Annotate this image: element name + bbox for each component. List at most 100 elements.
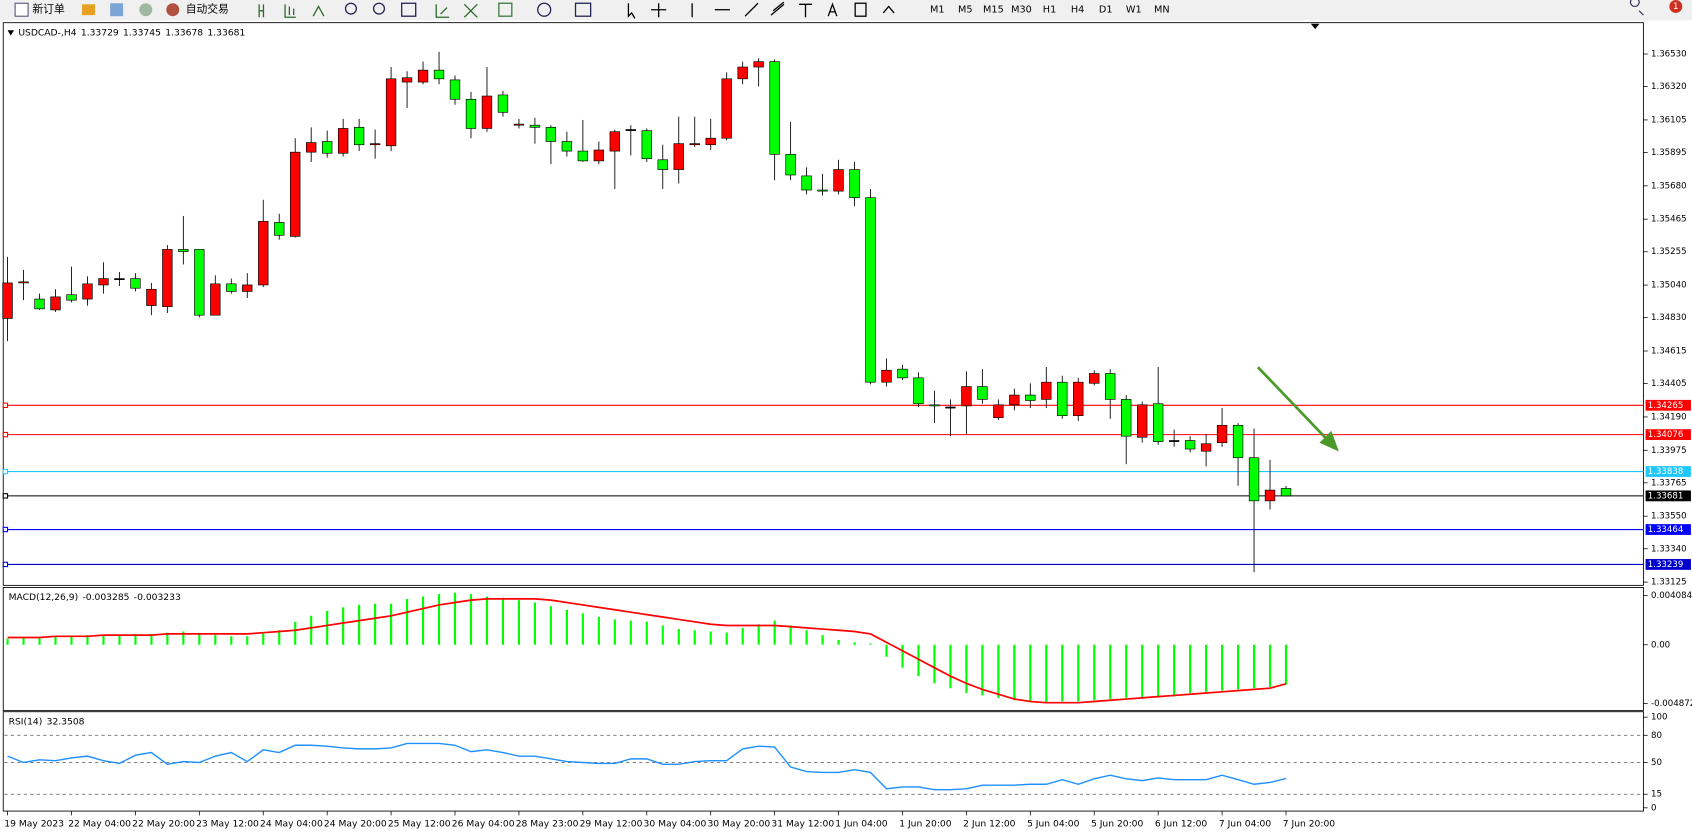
x-tick-label: 22 May 20:00 [132, 819, 195, 830]
timeframe-button[interactable]: M5 [958, 5, 973, 16]
y-tick-label: 1.33340 [1651, 544, 1687, 554]
candle-body [1057, 381, 1068, 417]
rsi-line [7, 742, 1287, 791]
candle-body [306, 142, 317, 153]
x-tick-label: 19 May 2023 [4, 819, 64, 830]
candle-body [1041, 381, 1052, 400]
new-order-icon[interactable] [14, 2, 29, 17]
notification-badge[interactable] [1669, 0, 1683, 13]
legend-value: 1.33745 [123, 27, 161, 38]
candle-body [385, 78, 397, 147]
level-label-bg [1645, 466, 1691, 477]
level-handle [2, 561, 9, 568]
icon[interactable] [284, 4, 296, 18]
text-icon[interactable] [827, 2, 838, 17]
candle-body [258, 221, 269, 286]
timeframe-button[interactable]: MN [1154, 5, 1170, 16]
timeframe-button[interactable]: M1 [930, 5, 945, 16]
templates-icon[interactable] [574, 2, 592, 17]
candle-body [34, 298, 45, 310]
x-tick-label: 5 Jun 04:00 [1027, 819, 1080, 830]
trendline-icon[interactable] [744, 2, 759, 17]
candle-body [881, 369, 892, 383]
y-tick-label: 1.34190 [1651, 412, 1687, 422]
icon[interactable] [139, 3, 153, 17]
y-tick-label: 1.33125 [1651, 578, 1687, 588]
x-tick-label: 5 Jun 20:00 [1091, 819, 1144, 830]
y-tick-label: 1.35895 [1651, 148, 1687, 158]
candle-body [369, 143, 381, 146]
candle-body [481, 95, 493, 129]
y-tick-label: 50 [1651, 758, 1662, 768]
crosshair-icon[interactable] [651, 3, 667, 18]
candle-body [401, 77, 413, 83]
level-label: 1.33464 [1648, 525, 1684, 535]
x-tick-label: 1 Jun 20:00 [899, 819, 952, 830]
icon[interactable] [401, 2, 417, 17]
auto-trading-button[interactable]: 自动交易 [186, 3, 229, 16]
candle-body [945, 406, 956, 409]
macd-pane [2, 587, 1644, 712]
candle-body [737, 66, 748, 80]
timeframe-button[interactable]: M30 [1011, 5, 1032, 16]
rsi-pane [2, 711, 1644, 812]
zoom-out-icon[interactable] [372, 2, 386, 15]
candle-body [625, 129, 636, 131]
annotation-arrow [1256, 366, 1339, 452]
candle-body [18, 281, 29, 284]
indicators-icon[interactable] [498, 2, 513, 17]
candle-body [1216, 424, 1228, 444]
y-tick-label: 1.36320 [1651, 82, 1687, 92]
indicator-legend: MACD(12,26,9) -0.003285 -0.003233 [9, 592, 181, 603]
chart-shift-marker [1310, 23, 1320, 30]
candle-body [66, 294, 77, 301]
channel-icon[interactable] [770, 1, 785, 16]
chart-tool-icons[interactable] [258, 1, 895, 19]
candle-body [1168, 440, 1180, 442]
candle-body [961, 386, 972, 407]
icon[interactable] [463, 3, 478, 18]
candle-body [593, 149, 605, 162]
y-tick-label: 0.00 [1651, 640, 1670, 650]
arrow-shaft [1256, 366, 1332, 444]
x-tick-label: 29 May 12:00 [580, 819, 643, 830]
level-label: 1.33838 [1648, 467, 1684, 477]
timeframe-button[interactable]: W1 [1126, 5, 1142, 16]
candle-body [641, 130, 652, 160]
candle-body [993, 404, 1004, 419]
level-label: 1.34076 [1648, 430, 1684, 440]
label-icon[interactable] [854, 2, 867, 17]
periods-icon[interactable] [537, 2, 552, 17]
new-order-button[interactable]: 新订单 [32, 3, 65, 16]
timeframe-button[interactable]: H4 [1071, 5, 1084, 16]
x-tick-label: 7 Jun 20:00 [1283, 819, 1336, 830]
candle-body [433, 69, 445, 80]
icon[interactable] [435, 4, 450, 18]
symbol-menu-marker[interactable] [7, 30, 15, 36]
shapes-icon[interactable] [882, 5, 895, 14]
x-tick-label: 25 May 12:00 [388, 819, 451, 830]
y-tick-label: 0.004084 [1651, 591, 1692, 601]
fib-icon[interactable] [799, 3, 812, 18]
timeframe-button[interactable]: H1 [1043, 5, 1056, 16]
zoom-in-icon[interactable] [344, 2, 357, 15]
icon[interactable] [110, 3, 124, 17]
auto-trading-icon[interactable] [166, 3, 180, 17]
candle-body [353, 127, 365, 146]
icon[interactable] [258, 4, 265, 18]
candle-body [1073, 381, 1084, 417]
search-icon[interactable] [1629, 0, 1644, 16]
icon[interactable] [312, 5, 325, 17]
level-handle [2, 493, 9, 499]
legend-title: MACD(12,26,9) [9, 592, 79, 603]
candle-body [210, 283, 221, 316]
y-tick-label: 1.35040 [1651, 281, 1687, 291]
timeframe-button[interactable]: M15 [983, 5, 1004, 16]
candle-body [1089, 373, 1100, 384]
cursor-icon[interactable] [627, 3, 636, 19]
icon[interactable] [82, 4, 96, 16]
timeframe-button[interactable]: D1 [1099, 5, 1113, 16]
candle-body [1264, 489, 1276, 502]
